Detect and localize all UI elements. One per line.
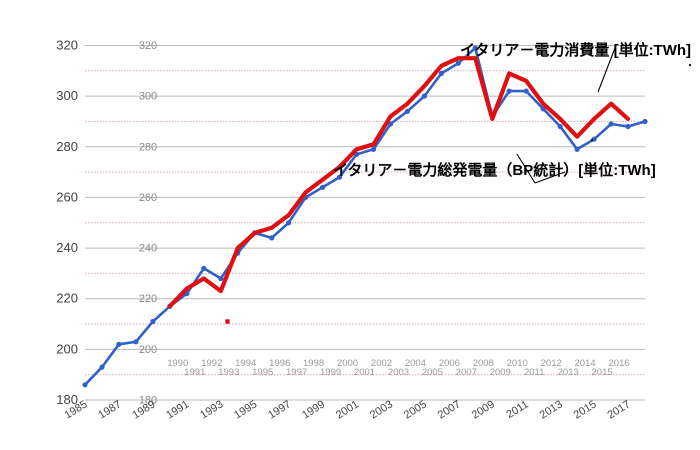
svg-text:2017: 2017 bbox=[605, 398, 632, 421]
svg-text:2001: 2001 bbox=[354, 367, 375, 378]
svg-text:220: 220 bbox=[139, 293, 157, 305]
svg-text:2009: 2009 bbox=[490, 367, 511, 378]
svg-text:1997: 1997 bbox=[286, 367, 307, 378]
svg-text:2005: 2005 bbox=[402, 398, 429, 421]
svg-text:300: 300 bbox=[56, 88, 78, 103]
svg-text:2007: 2007 bbox=[436, 398, 463, 421]
svg-text:1991: 1991 bbox=[164, 398, 191, 421]
svg-text:1995: 1995 bbox=[232, 398, 259, 421]
svg-text:1995: 1995 bbox=[252, 367, 273, 378]
svg-text:260: 260 bbox=[139, 192, 157, 204]
svg-text:300: 300 bbox=[139, 91, 157, 103]
svg-text:1997: 1997 bbox=[266, 398, 293, 421]
svg-text:1993: 1993 bbox=[198, 398, 225, 421]
svg-text:1999: 1999 bbox=[300, 398, 327, 421]
svg-text:2013: 2013 bbox=[558, 367, 579, 378]
svg-text:240: 240 bbox=[56, 240, 78, 255]
svg-text:2009: 2009 bbox=[470, 398, 497, 421]
svg-text:1991: 1991 bbox=[184, 367, 205, 378]
svg-text:2003: 2003 bbox=[388, 367, 409, 378]
svg-text:200: 200 bbox=[56, 341, 78, 356]
svg-text:220: 220 bbox=[56, 291, 78, 306]
svg-text:2007: 2007 bbox=[456, 367, 477, 378]
svg-text:1987: 1987 bbox=[96, 398, 123, 421]
svg-text:2015: 2015 bbox=[592, 367, 613, 378]
svg-text:2003: 2003 bbox=[368, 398, 395, 421]
svg-text:2011: 2011 bbox=[524, 367, 544, 378]
svg-text:200: 200 bbox=[139, 344, 157, 356]
svg-text:2005: 2005 bbox=[422, 367, 443, 378]
svg-text:260: 260 bbox=[56, 189, 78, 204]
svg-text:320: 320 bbox=[139, 40, 157, 52]
svg-text:280: 280 bbox=[56, 139, 78, 154]
svg-text:2011: 2011 bbox=[504, 398, 530, 421]
svg-text:240: 240 bbox=[139, 243, 157, 255]
svg-text:320: 320 bbox=[56, 38, 78, 53]
svg-text:2001: 2001 bbox=[334, 398, 361, 421]
svg-text:2015: 2015 bbox=[572, 398, 599, 421]
svg-text:280: 280 bbox=[139, 141, 157, 153]
svg-text:1999: 1999 bbox=[320, 367, 341, 378]
svg-text:2013: 2013 bbox=[538, 398, 565, 421]
svg-text:1993: 1993 bbox=[218, 367, 239, 378]
